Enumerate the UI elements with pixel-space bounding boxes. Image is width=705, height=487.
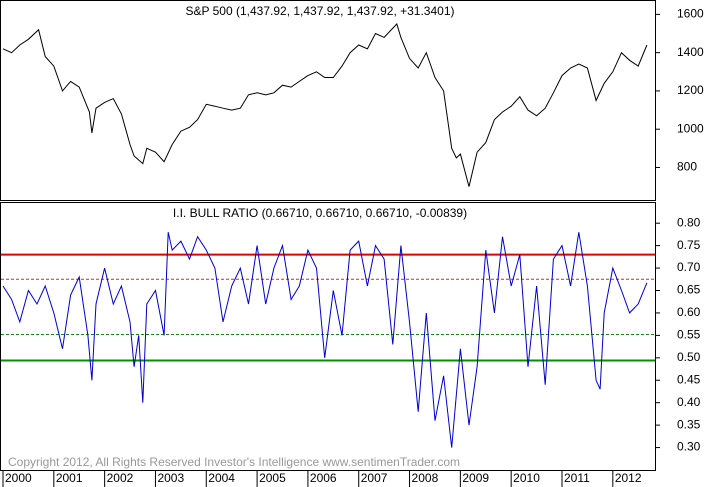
y-tick-label: 0.65: [677, 283, 701, 297]
y-tick-label: 0.45: [677, 372, 701, 386]
x-tick-label: 2005: [259, 471, 286, 485]
y-tick-label: 800: [677, 160, 697, 174]
x-tick-label: 2011: [564, 471, 590, 485]
y-tick-label: 0.60: [677, 305, 701, 319]
x-tick-label: 2003: [157, 471, 184, 485]
y-tick-label: 0.80: [677, 215, 701, 229]
x-tick-label: 2007: [361, 471, 388, 485]
y-tick-label: 0.50: [677, 350, 701, 364]
copyright: Copyright 2012, All Rights Reserved Inve…: [8, 455, 460, 469]
y-tick-label: 0.55: [677, 328, 701, 342]
y-tick-label: 0.75: [677, 238, 701, 252]
y-tick-label: 0.40: [677, 395, 701, 409]
y-tick-label: 1600: [677, 7, 704, 21]
top-panel-frame: [0, 0, 656, 201]
y-tick-label: 0.70: [677, 260, 701, 274]
x-tick-label: 2009: [462, 471, 489, 485]
x-tick-label: 2004: [208, 471, 235, 485]
y-tick-label: 1200: [677, 83, 704, 97]
panel-title: I.I. BULL RATIO (0.66710, 0.66710, 0.667…: [173, 206, 467, 220]
x-tick-label: 2006: [310, 471, 337, 485]
x-tick-label: 2002: [107, 471, 134, 485]
x-tick-label: 2001: [56, 471, 83, 485]
data-line: [2, 23, 648, 187]
x-tick-label: 2010: [513, 471, 540, 485]
data-line: [2, 232, 648, 448]
x-tick-label: 2012: [615, 471, 642, 485]
y-tick-label: 1400: [677, 45, 704, 59]
x-tick-label: 2000: [5, 471, 32, 485]
bottom-panel-frame: [0, 202, 656, 471]
y-tick-label: 0.35: [677, 417, 701, 431]
x-tick-label: 2008: [412, 471, 439, 485]
panel-title: S&P 500 (1,437.92, 1,437.92, 1,437.92, +…: [186, 4, 455, 18]
y-tick-label: 1000: [677, 121, 704, 135]
y-tick-label: 0.30: [677, 440, 701, 454]
